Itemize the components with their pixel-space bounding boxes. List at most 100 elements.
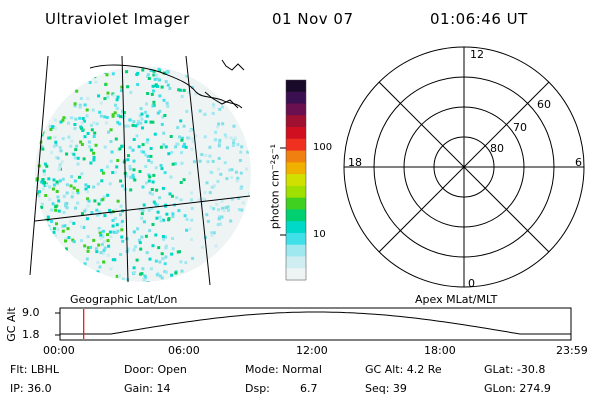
uv-pixel: [147, 159, 151, 163]
uv-pixel: [42, 172, 46, 176]
uv-pixel: [111, 113, 115, 117]
uv-pixel: [140, 117, 144, 121]
apex-grid-label: Apex MLat/MLT: [415, 293, 498, 306]
uv-pixel: [109, 159, 113, 163]
uv-pixel: [101, 251, 105, 255]
uv-pixel: [164, 235, 167, 239]
uv-pixel: [35, 177, 39, 181]
uv-pixel: [167, 218, 171, 222]
longitude-line: [121, 55, 129, 283]
uv-pixel: [144, 165, 148, 168]
uv-pixel: [100, 179, 104, 183]
uv-pixel: [190, 191, 193, 195]
uv-pixel: [80, 225, 83, 229]
uv-pixel: [190, 206, 194, 210]
uv-pixel: [119, 253, 123, 256]
uv-pixel: [217, 122, 221, 126]
uv-pixel: [202, 197, 205, 201]
uv-pixel: [92, 135, 96, 138]
uv-pixel: [104, 82, 108, 86]
uv-pixel: [158, 260, 162, 264]
uv-pixel: [198, 159, 202, 163]
uv-pixel: [105, 165, 109, 169]
colorbar-cell: [286, 162, 306, 175]
uv-pixel: [100, 168, 104, 172]
uv-pixel: [64, 116, 68, 120]
gain-info: Gain: 14: [124, 382, 171, 395]
uv-pixel: [216, 223, 220, 227]
uv-pixel: [65, 191, 69, 195]
uv-pixel: [102, 260, 106, 264]
colorbar-cell: [286, 244, 306, 258]
uv-pixel: [103, 214, 107, 218]
uv-pixel: [149, 147, 153, 150]
uv-pixel: [85, 108, 89, 112]
uv-pixel: [152, 69, 156, 73]
uv-pixel: [191, 140, 195, 144]
uv-pixel: [119, 204, 123, 208]
uv-pixel: [236, 143, 240, 147]
uv-pixel: [228, 168, 232, 172]
uv-pixel: [204, 153, 208, 157]
uv-pixel: [161, 186, 165, 190]
uv-pixel: [157, 246, 161, 250]
uv-pixel: [132, 120, 136, 124]
uv-pixel: [146, 74, 150, 78]
uv-pixel: [115, 165, 119, 169]
uv-pixel: [65, 152, 69, 156]
uv-pixel: [217, 156, 221, 160]
uv-pixel: [221, 122, 225, 126]
uv-pixel: [208, 145, 212, 149]
uv-pixel: [146, 281, 150, 282]
uv-pixel: [70, 116, 73, 120]
uv-pixel: [136, 83, 140, 86]
uv-pixel: [149, 154, 153, 158]
uv-pixel: [101, 171, 105, 175]
uv-pixel: [41, 147, 45, 151]
uv-pixel: [56, 182, 60, 186]
uv-pixel: [74, 206, 77, 210]
uv-pixel: [111, 171, 115, 174]
uv-pixel: [116, 114, 120, 118]
uv-pixel: [54, 155, 58, 159]
uv-pixel: [146, 73, 150, 77]
uv-pixel: [97, 94, 101, 98]
uv-pixel: [74, 117, 78, 121]
uv-pixel: [66, 227, 70, 231]
uv-pixel: [55, 180, 59, 184]
dsp-value: 6.7: [300, 382, 318, 395]
uv-pixel: [149, 69, 153, 72]
uv-pixel: [180, 95, 184, 98]
uv-pixel: [200, 202, 204, 206]
uv-pixel: [55, 190, 59, 193]
uv-pixel: [113, 170, 117, 174]
uv-pixel: [206, 160, 210, 164]
uv-pixel: [114, 208, 118, 212]
uv-pixel: [64, 237, 68, 240]
uv-pixel: [121, 277, 125, 281]
uv-pixel: [145, 102, 148, 106]
uv-pixel: [138, 207, 142, 211]
uv-pixel: [109, 235, 113, 239]
uv-pixel: [170, 273, 174, 277]
uv-pixel: [203, 191, 207, 195]
uv-pixel: [140, 212, 144, 216]
uv-pixel: [94, 143, 98, 147]
uv-pixel: [171, 215, 175, 218]
uv-pixel: [237, 196, 241, 200]
uv-pixel: [136, 119, 140, 123]
uv-pixel: [107, 244, 111, 248]
uv-pixel: [128, 165, 132, 168]
uv-pixel: [54, 143, 58, 147]
uv-pixel: [96, 270, 100, 274]
uv-pixel: [245, 167, 249, 171]
uv-pixel: [126, 85, 130, 89]
uv-pixel: [197, 198, 201, 202]
uv-pixel: [187, 136, 191, 140]
uv-pixel: [47, 224, 51, 228]
uv-pixel: [69, 220, 73, 224]
uv-pixel: [57, 199, 61, 203]
uv-pixel: [170, 150, 174, 154]
coastline-north: [221, 59, 245, 71]
